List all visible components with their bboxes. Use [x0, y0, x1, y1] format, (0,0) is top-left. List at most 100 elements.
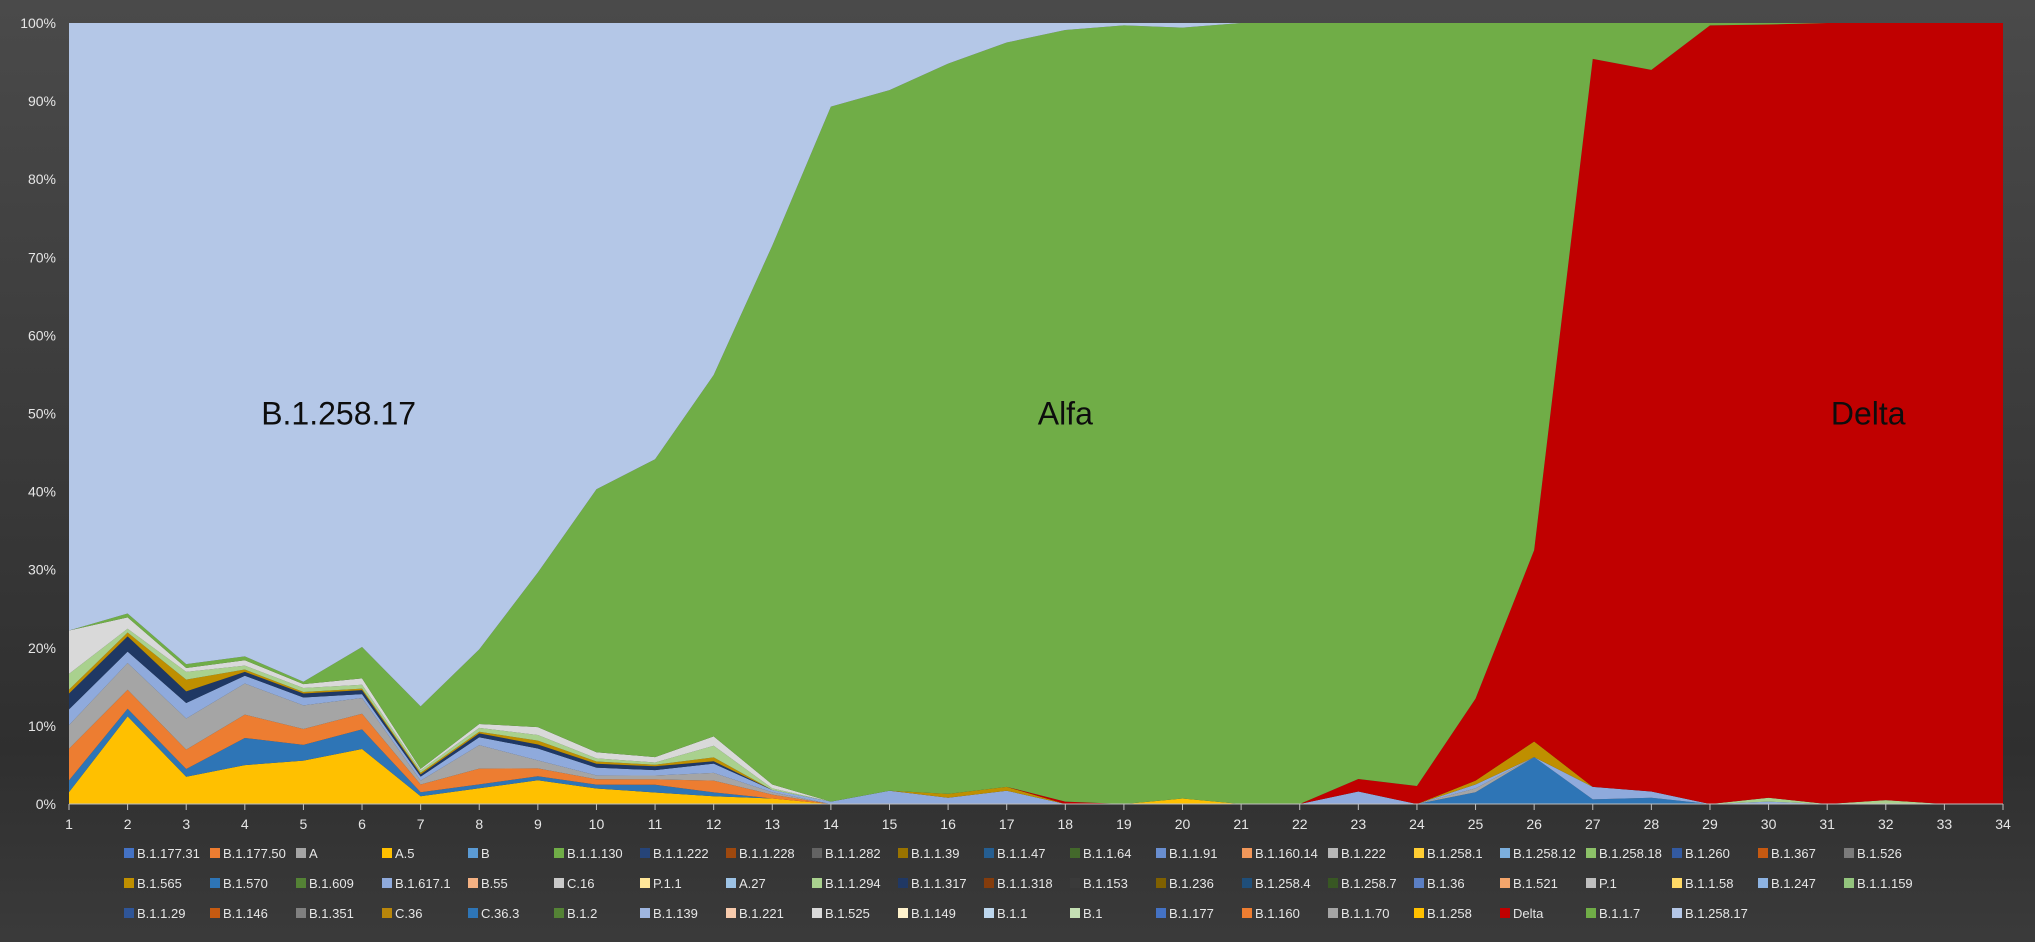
y-tick-label: 80%: [28, 171, 56, 187]
x-tick-label: 4: [241, 816, 249, 832]
y-tick-label: 60%: [28, 327, 56, 343]
area-delta: [69, 23, 2003, 804]
legend-swatch: [984, 848, 994, 858]
legend-swatch: [1242, 878, 1252, 888]
legend-swatch: [124, 878, 134, 888]
legend-swatch: [898, 848, 908, 858]
legend-label: B.1.1.47: [997, 846, 1045, 861]
legend-label: B.1.1.130: [567, 846, 623, 861]
legend-swatch: [1242, 848, 1252, 858]
legend-swatch: [1414, 878, 1424, 888]
x-tick-label: 20: [1175, 816, 1191, 832]
y-tick-label: 10%: [28, 718, 56, 734]
legend-swatch: [554, 908, 564, 918]
x-tick-label: 32: [1878, 816, 1894, 832]
x-axis: 1 2 3 4 5 6 7 8 9 10 11 12 13 14 15 16 17 18 19 20 21 22 23 24 2…: [65, 803, 2011, 832]
legend-label: B.1.1.7: [1599, 906, 1640, 921]
legend-label: B.1.236: [1169, 876, 1214, 891]
x-tick-label: 31: [1819, 816, 1835, 832]
legend-swatch: [296, 848, 306, 858]
legend-label: B.1.367: [1771, 846, 1816, 861]
legend-label: B.1.1.70: [1341, 906, 1389, 921]
area-b-1-1-7: [69, 23, 2003, 804]
legend-label: B.1.260: [1685, 846, 1730, 861]
legend-swatch: [1156, 848, 1166, 858]
legend-swatch: [898, 878, 908, 888]
legend-label: B.1.609: [309, 876, 354, 891]
legend-swatch: [1328, 878, 1338, 888]
x-tick-label: 18: [1058, 816, 1074, 832]
x-tick-label: 19: [1116, 816, 1132, 832]
x-tick-label: 34: [1995, 816, 2011, 832]
legend-label: B.1.1.64: [1083, 846, 1131, 861]
legend-label: B.1.1.294: [825, 876, 881, 891]
legend-label: B.1.570: [223, 876, 268, 891]
legend-swatch: [468, 848, 478, 858]
legend-label: A.5: [395, 846, 415, 861]
legend-swatch: [124, 908, 134, 918]
x-tick-label: 3: [182, 816, 190, 832]
x-tick-label: 7: [417, 816, 425, 832]
legend-swatch: [1156, 878, 1166, 888]
x-tick-label: 12: [706, 816, 722, 832]
legend-label: B.1.146: [223, 906, 268, 921]
legend-swatch: [382, 848, 392, 858]
legend-swatch: [1156, 908, 1166, 918]
y-tick-label: 50%: [28, 406, 56, 422]
annotation-label: Delta: [1831, 396, 1906, 432]
legend-swatch: [1414, 908, 1424, 918]
legend-label: B.1.258.17: [1685, 906, 1748, 921]
legend-swatch: [468, 878, 478, 888]
legend-swatch: [1070, 848, 1080, 858]
area-b-1-258-17: [69, 23, 2003, 707]
x-tick-label: 14: [823, 816, 839, 832]
legend-swatch: [554, 848, 564, 858]
legend-label: B.1.160: [1255, 906, 1300, 921]
legend-label: B.1.139: [653, 906, 698, 921]
legend-swatch: [210, 908, 220, 918]
legend-label: B.1.1.317: [911, 876, 967, 891]
y-tick-label: 100%: [20, 15, 56, 31]
legend-label: B.1.177: [1169, 906, 1214, 921]
legend-label: B.1.1.159: [1857, 876, 1913, 891]
legend-label: P.1.1: [653, 876, 682, 891]
legend-swatch: [640, 878, 650, 888]
legend-swatch: [1242, 908, 1252, 918]
legend-swatch: [382, 908, 392, 918]
y-tick-label: 70%: [28, 249, 56, 265]
legend-swatch: [1328, 908, 1338, 918]
legend-label: B.1.565: [137, 876, 182, 891]
legend-swatch: [1586, 878, 1596, 888]
x-tick-label: 2: [124, 816, 132, 832]
legend-label: C.36.3: [481, 906, 519, 921]
legend-label: B.1.36: [1427, 876, 1465, 891]
legend-swatch: [812, 848, 822, 858]
legend-swatch: [984, 878, 994, 888]
x-tick-label: 22: [1292, 816, 1308, 832]
legend-swatch: [1758, 878, 1768, 888]
legend-swatch: [1414, 848, 1424, 858]
annotation-label: B.1.258.17: [261, 396, 416, 432]
legend-swatch: [1758, 848, 1768, 858]
x-tick-label: 9: [534, 816, 542, 832]
annotations: B.1.258.17 Alfa Delta: [261, 396, 1906, 432]
legend-swatch: [1672, 848, 1682, 858]
legend-label: C.36: [395, 906, 422, 921]
legend-label: B.1.258: [1427, 906, 1472, 921]
x-tick-label: 11: [648, 816, 663, 832]
x-tick-label: 29: [1702, 816, 1718, 832]
legend-label: B.1.149: [911, 906, 956, 921]
x-tick-label: 8: [475, 816, 483, 832]
legend-swatch: [1500, 878, 1510, 888]
legend-swatch: [1844, 848, 1854, 858]
legend-swatch: [898, 908, 908, 918]
annotation-label: Alfa: [1038, 396, 1093, 432]
legend-label: B.1.258.4: [1255, 876, 1311, 891]
legend-label: B.1: [1083, 906, 1103, 921]
legend-swatch: [984, 908, 994, 918]
legend-swatch: [382, 878, 392, 888]
legend-label: B.1.2: [567, 906, 597, 921]
legend-label: B.1.526: [1857, 846, 1902, 861]
legend-swatch: [1586, 848, 1596, 858]
x-tick-label: 17: [999, 816, 1015, 832]
